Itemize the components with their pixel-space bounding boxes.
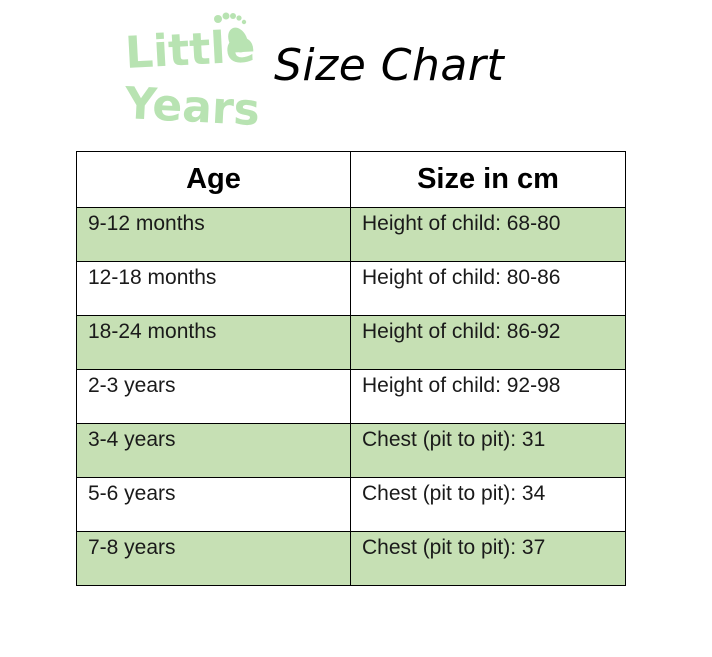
- logo-line-2: Years: [122, 78, 261, 128]
- logo-line-1: Little: [124, 21, 257, 79]
- size-cell: Height of child: 92-98: [350, 369, 626, 424]
- table-row: 18-24 months Height of child: 86-92: [76, 315, 626, 370]
- table-row: 3-4 years Chest (pit to pit): 31: [76, 423, 626, 478]
- table-row: 12-18 months Height of child: 80-86: [76, 261, 626, 316]
- age-cell: 18-24 months: [76, 315, 351, 370]
- size-cell: Height of child: 80-86: [350, 261, 626, 316]
- age-cell: 3-4 years: [76, 423, 351, 478]
- page-title: Size Chart: [274, 40, 505, 91]
- table-header-row: Age Size in cm: [76, 151, 626, 208]
- header-size: Size in cm: [350, 151, 626, 208]
- header-age: Age: [76, 151, 351, 208]
- age-cell: 7-8 years: [76, 531, 351, 586]
- age-cell: 5-6 years: [76, 477, 351, 532]
- brand-logo: Little Years: [122, 10, 262, 128]
- size-chart-table: Age Size in cm 9-12 months Height of chil…: [76, 151, 626, 586]
- size-cell: Chest (pit to pit): 37: [350, 531, 626, 586]
- table-row: 5-6 years Chest (pit to pit): 34: [76, 477, 626, 532]
- age-cell: 2-3 years: [76, 369, 351, 424]
- size-cell: Chest (pit to pit): 34: [350, 477, 626, 532]
- table-row: 2-3 years Height of child: 92-98: [76, 369, 626, 424]
- table-row: 7-8 years Chest (pit to pit): 37: [76, 531, 626, 586]
- size-cell: Height of child: 86-92: [350, 315, 626, 370]
- age-cell: 12-18 months: [76, 261, 351, 316]
- size-cell: Chest (pit to pit): 31: [350, 423, 626, 478]
- age-cell: 9-12 months: [76, 207, 351, 262]
- table-row: 9-12 months Height of child: 68-80: [76, 207, 626, 262]
- size-cell: Height of child: 68-80: [350, 207, 626, 262]
- baby-footprint-icon: [214, 12, 248, 53]
